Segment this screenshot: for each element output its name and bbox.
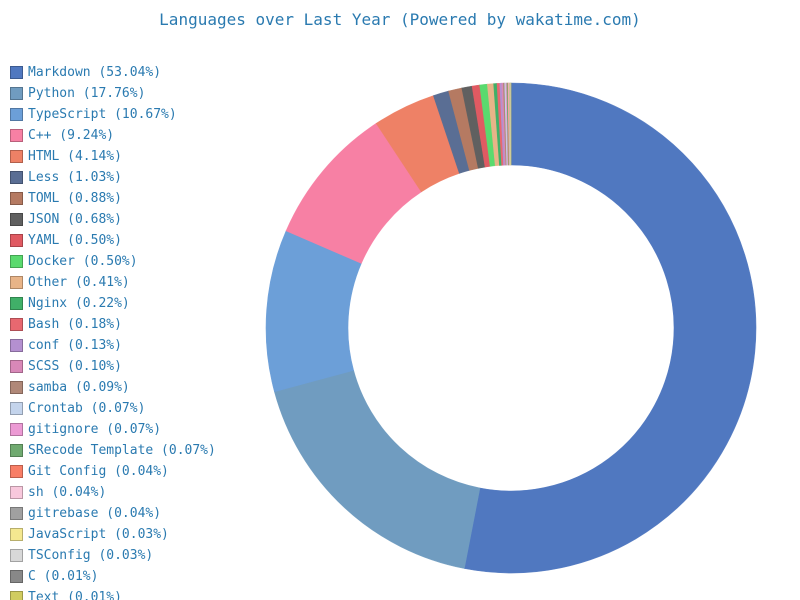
- legend-item[interactable]: Bash (0.18%): [10, 314, 260, 335]
- legend-item[interactable]: SRecode Template (0.07%): [10, 440, 260, 461]
- legend-swatch: [10, 591, 23, 600]
- pie-slice-markdown[interactable]: [463, 82, 757, 574]
- legend-label: TOML (0.88%): [28, 191, 122, 206]
- legend-item[interactable]: TypeScript (10.67%): [10, 104, 260, 125]
- legend-item[interactable]: Text (0.01%): [10, 587, 260, 600]
- legend-item[interactable]: sh (0.04%): [10, 482, 260, 503]
- legend-swatch: [10, 171, 23, 184]
- legend-label: C++ (9.24%): [28, 128, 115, 143]
- legend-swatch: [10, 318, 23, 331]
- legend-item[interactable]: Less (1.03%): [10, 167, 260, 188]
- legend-swatch: [10, 234, 23, 247]
- legend-label: conf (0.13%): [28, 338, 122, 353]
- legend-label: Nginx (0.22%): [28, 296, 130, 311]
- chart-title: Languages over Last Year (Powered by wak…: [159, 10, 641, 29]
- legend-item[interactable]: Crontab (0.07%): [10, 398, 260, 419]
- legend-item[interactable]: Git Config (0.04%): [10, 461, 260, 482]
- legend-swatch: [10, 213, 23, 226]
- legend-label: Markdown (53.04%): [28, 65, 162, 80]
- legend-label: Text (0.01%): [28, 590, 122, 600]
- legend-label: SCSS (0.10%): [28, 359, 122, 374]
- legend-item[interactable]: conf (0.13%): [10, 335, 260, 356]
- legend-item[interactable]: C (0.01%): [10, 566, 260, 587]
- legend-label: Crontab (0.07%): [28, 401, 146, 416]
- legend-label: TypeScript (10.67%): [28, 107, 177, 122]
- legend-swatch: [10, 507, 23, 520]
- legend-label: Docker (0.50%): [28, 254, 138, 269]
- legend-label: Python (17.76%): [28, 86, 146, 101]
- pie-slice-python[interactable]: [274, 370, 481, 569]
- legend-swatch: [10, 276, 23, 289]
- legend-swatch: [10, 444, 23, 457]
- legend-swatch: [10, 129, 23, 142]
- legend-swatch: [10, 297, 23, 310]
- legend: Markdown (53.04%) Python (17.76%) TypeScri…: [10, 62, 260, 600]
- legend-swatch: [10, 192, 23, 205]
- legend-item[interactable]: C++ (9.24%): [10, 125, 260, 146]
- legend-label: HTML (4.14%): [28, 149, 122, 164]
- legend-item[interactable]: Markdown (53.04%): [10, 62, 260, 83]
- legend-label: sh (0.04%): [28, 485, 107, 500]
- legend-swatch: [10, 255, 23, 268]
- legend-swatch: [10, 486, 23, 499]
- legend-swatch: [10, 150, 23, 163]
- legend-item[interactable]: samba (0.09%): [10, 377, 260, 398]
- legend-item[interactable]: TOML (0.88%): [10, 188, 260, 209]
- legend-swatch: [10, 66, 23, 79]
- legend-swatch: [10, 528, 23, 541]
- legend-label: TSConfig (0.03%): [28, 548, 154, 563]
- legend-item[interactable]: Docker (0.50%): [10, 251, 260, 272]
- legend-swatch: [10, 360, 23, 373]
- legend-label: JSON (0.68%): [28, 212, 122, 227]
- legend-swatch: [10, 549, 23, 562]
- legend-swatch: [10, 570, 23, 583]
- legend-label: samba (0.09%): [28, 380, 130, 395]
- legend-item[interactable]: SCSS (0.10%): [10, 356, 260, 377]
- legend-item[interactable]: Other (0.41%): [10, 272, 260, 293]
- legend-swatch: [10, 381, 23, 394]
- legend-label: SRecode Template (0.07%): [28, 443, 216, 458]
- legend-label: Less (1.03%): [28, 170, 122, 185]
- legend-item[interactable]: HTML (4.14%): [10, 146, 260, 167]
- legend-item[interactable]: YAML (0.50%): [10, 230, 260, 251]
- legend-swatch: [10, 108, 23, 121]
- legend-label: gitignore (0.07%): [28, 422, 162, 437]
- legend-swatch: [10, 465, 23, 478]
- legend-swatch: [10, 423, 23, 436]
- legend-item[interactable]: JSON (0.68%): [10, 209, 260, 230]
- legend-item[interactable]: gitignore (0.07%): [10, 419, 260, 440]
- legend-label: gitrebase (0.04%): [28, 506, 162, 521]
- legend-label: Other (0.41%): [28, 275, 130, 290]
- legend-swatch: [10, 87, 23, 100]
- legend-item[interactable]: Nginx (0.22%): [10, 293, 260, 314]
- legend-label: YAML (0.50%): [28, 233, 122, 248]
- legend-label: JavaScript (0.03%): [28, 527, 169, 542]
- legend-item[interactable]: gitrebase (0.04%): [10, 503, 260, 524]
- legend-item[interactable]: JavaScript (0.03%): [10, 524, 260, 545]
- legend-swatch: [10, 402, 23, 415]
- legend-label: C (0.01%): [28, 569, 99, 584]
- legend-label: Bash (0.18%): [28, 317, 122, 332]
- legend-item[interactable]: TSConfig (0.03%): [10, 545, 260, 566]
- legend-label: Git Config (0.04%): [28, 464, 169, 479]
- legend-swatch: [10, 339, 23, 352]
- legend-item[interactable]: Python (17.76%): [10, 83, 260, 104]
